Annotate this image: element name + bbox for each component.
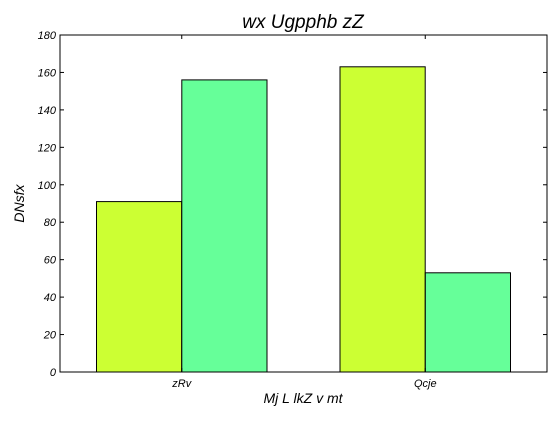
y-tick-label: 120	[38, 142, 57, 154]
bar-series2-zRv	[181, 79, 268, 373]
x-tick-label-Qcje: Qcje	[414, 378, 437, 390]
chart-title: wx Ugpphb zZ	[242, 12, 365, 33]
x-tick-label-zRv: zRv	[171, 378, 192, 390]
y-tick-label: 160	[38, 67, 57, 79]
bar-series1-zRv	[96, 201, 183, 373]
y-tick-label: 60	[44, 255, 57, 267]
y-tick-label: 0	[50, 367, 57, 379]
y-tick-label: 40	[44, 292, 57, 304]
y-tick-label: 80	[44, 217, 57, 229]
ticks-layer: 0 20 40 60 80 100 120 140 160 180 zRv Qcje	[38, 30, 547, 390]
bar-series1-Qcje	[339, 66, 426, 373]
y-tick-label: 20	[43, 330, 57, 342]
y-tick-label: 180	[38, 30, 57, 42]
bars-layer	[96, 66, 511, 373]
plot-frame	[59, 34, 548, 373]
bar-series2-Qcje	[424, 272, 511, 373]
y-tick-label: 140	[38, 105, 57, 117]
y-axis-title: DNsfx	[11, 183, 27, 222]
y-tick-label: 100	[38, 180, 57, 192]
x-axis-title: Mj L lkZ v mt	[263, 390, 343, 406]
